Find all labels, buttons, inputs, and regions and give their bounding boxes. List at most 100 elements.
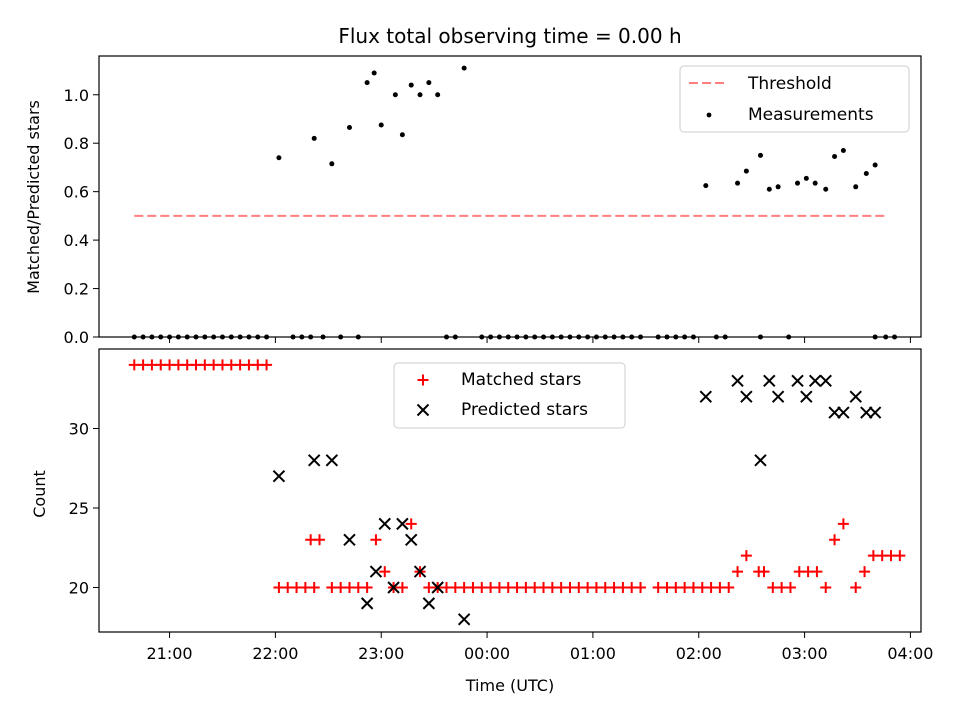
top-panel: Flux total observing time = 0.00 h 0.0 0.… (24, 24, 922, 347)
bottom-x-tick-label-6: 03:00 (782, 644, 828, 663)
measurement-point-55 (629, 334, 635, 340)
measurement-point-77 (840, 147, 846, 153)
matched-star-points (128, 359, 906, 593)
measurement-point-46 (549, 334, 555, 340)
matched-point-32 (405, 518, 417, 530)
matched-point-86 (894, 550, 906, 562)
top-y-tick-label-0: 0.0 (64, 328, 89, 347)
measurement-point-83 (892, 334, 898, 340)
bottom-x-tick-label-4: 01:00 (570, 644, 616, 663)
measurement-point-72 (795, 180, 801, 186)
measurement-point-22 (329, 161, 335, 167)
measurement-point-3 (158, 334, 164, 340)
predicted-point-2 (325, 454, 339, 467)
measurement-point-43 (523, 334, 529, 340)
predicted-point-5 (369, 565, 383, 578)
measurement-point-8 (202, 334, 208, 340)
x-axis-label: Time (UTC) (465, 676, 554, 695)
predicted-point-27 (860, 406, 873, 419)
bottom-legend-box (393, 362, 626, 429)
measurement-point-14 (255, 334, 261, 340)
measurement-point-71 (786, 334, 792, 340)
matched-point-71 (758, 566, 770, 578)
measurement-point-59 (673, 334, 679, 340)
predicted-point-22 (808, 374, 822, 388)
matched-point-22 (313, 534, 325, 546)
measurement-point-54 (620, 334, 626, 340)
predicted-point-26 (849, 390, 862, 403)
predicted-point-4 (360, 597, 374, 610)
legend-matched-marker (417, 374, 429, 386)
measurement-point-33 (426, 80, 432, 86)
matched-point-31 (396, 581, 408, 593)
measurement-point-1 (140, 334, 146, 340)
measurement-point-7 (193, 334, 199, 340)
measurement-point-73 (803, 175, 809, 181)
measurement-point-48 (567, 334, 573, 340)
measurement-point-40 (496, 334, 502, 340)
measurement-point-57 (655, 334, 661, 340)
measurement-point-61 (690, 334, 696, 340)
measurement-point-2 (149, 334, 155, 340)
measurement-point-18 (299, 334, 305, 340)
predicted-point-23 (819, 374, 832, 388)
legend-predicted-label: Predicted stars (461, 400, 588, 420)
measurement-point-26 (364, 80, 370, 86)
top-y-tick-label-3: 0.6 (64, 183, 89, 202)
measurement-point-24 (346, 124, 352, 130)
legend-matched-swatch (417, 374, 429, 386)
legend-predicted-marker (416, 403, 430, 417)
matched-point-27 (361, 581, 373, 593)
top-y-tick-label-2: 0.4 (64, 231, 89, 250)
predicted-point-1 (307, 454, 321, 467)
bottom-x-tick-label-3: 00:00 (464, 644, 510, 663)
bottom-x-tick-label-7: 04:00 (887, 644, 933, 663)
predicted-point-28 (868, 406, 882, 419)
measurement-point-76 (832, 154, 838, 160)
measurement-point-6 (184, 334, 190, 340)
predicted-point-11 (422, 597, 436, 610)
measurement-point-19 (308, 334, 314, 340)
matched-point-80 (837, 518, 849, 530)
predicted-point-6 (378, 517, 391, 531)
bottom-x-tick-label-0: 21:00 (147, 644, 193, 663)
measurement-point-65 (735, 180, 741, 186)
measurement-point-27 (371, 70, 377, 76)
predicted-star-points (272, 374, 882, 626)
measurement-point-78 (853, 184, 859, 190)
top-x-ticks (169, 337, 911, 343)
top-legend-box (679, 65, 910, 133)
bottom-y-tick-label-1: 25 (69, 499, 89, 518)
predicted-point-14 (699, 390, 713, 403)
predicted-point-25 (837, 406, 850, 419)
measurement-point-62 (703, 183, 709, 189)
measurement-point-81 (872, 334, 878, 340)
matched-point-74 (784, 581, 796, 593)
chart-title: Flux total observing time = 0.00 h (338, 24, 681, 48)
measurement-point-34 (435, 92, 441, 98)
measurement-point-49 (576, 334, 582, 340)
predicted-point-0 (272, 469, 286, 483)
measurement-point-17 (290, 334, 296, 340)
measurement-point-42 (514, 334, 520, 340)
measurement-point-60 (682, 334, 688, 340)
measurement-point-64 (722, 334, 728, 340)
bottom-plot-frame (98, 348, 922, 633)
top-y-axis-label: Matched/Predicted stars (24, 100, 43, 294)
measurement-point-52 (602, 334, 608, 340)
measurement-point-31 (408, 82, 414, 88)
measurement-point-11 (228, 334, 234, 340)
measurement-point-45 (541, 334, 547, 340)
measurement-point-47 (558, 334, 564, 340)
measurement-point-51 (593, 334, 599, 340)
measurement-point-74 (812, 180, 818, 186)
measurement-point-44 (532, 334, 538, 340)
matched-point-68 (732, 566, 744, 578)
measurement-point-36 (452, 334, 458, 340)
predicted-point-13 (457, 613, 471, 626)
predicted-point-20 (791, 374, 804, 388)
predicted-point-3 (343, 533, 356, 546)
predicted-point-16 (740, 390, 753, 403)
measurement-point-75 (823, 186, 829, 192)
measurement-point-0 (131, 334, 137, 340)
